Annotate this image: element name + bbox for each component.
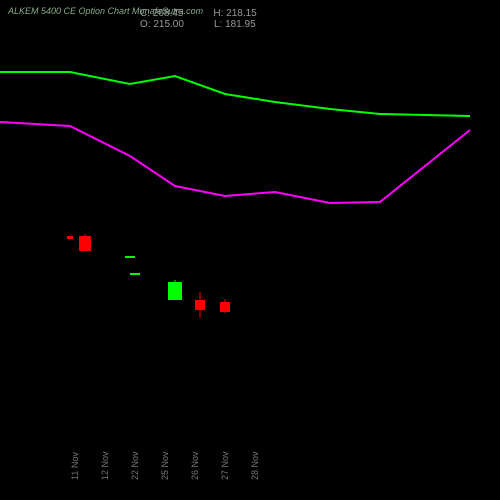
lower-band-line [0,122,470,203]
upper-band-line [0,72,470,116]
candlesticks [67,234,230,318]
x-axis-tick-label: 11 Nov [70,452,80,480]
x-axis-tick-label: 12 Nov [100,451,110,480]
x-axis-tick-label: 27 Nov [220,451,230,480]
price-chart [0,0,500,500]
x-axis-tick-label: 28 Nov [250,451,260,480]
x-axis-tick-label: 22 Nov [130,451,140,480]
x-axis-tick-label: 26 Nov [190,451,200,480]
x-axis-tick-label: 25 Nov [160,451,170,480]
